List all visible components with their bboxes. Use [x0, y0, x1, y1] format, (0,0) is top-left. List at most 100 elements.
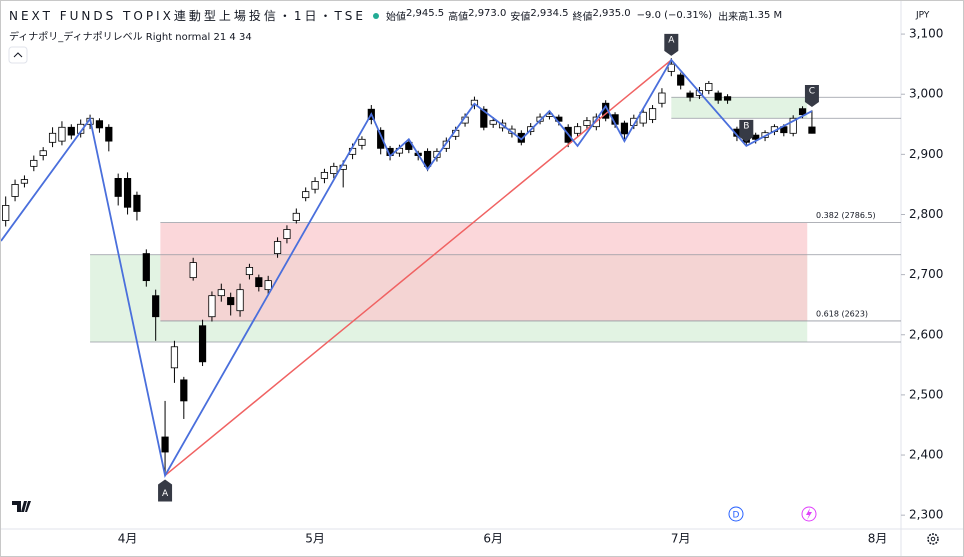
volume-label: 出来高 — [718, 12, 749, 23]
candle-body — [723, 96, 732, 101]
candle-body — [142, 253, 150, 282]
ohlc-value: 2,973.0 — [468, 8, 507, 19]
x-tick-label: 5月 — [305, 532, 325, 546]
pivot-tag — [158, 479, 173, 502]
candle-body — [639, 111, 647, 124]
candle-body — [583, 120, 591, 126]
candle-body — [677, 74, 685, 86]
zones — [90, 97, 808, 342]
candle-body — [189, 262, 197, 279]
x-tick-label: 7月 — [671, 532, 691, 546]
candle-body — [808, 126, 816, 134]
zone — [160, 222, 808, 321]
candle-body — [217, 289, 225, 297]
swing-line — [164, 59, 672, 477]
settings-button[interactable] — [927, 533, 939, 545]
candle-body — [114, 178, 122, 197]
collapse-button[interactable] — [8, 46, 28, 64]
candle-body — [292, 212, 300, 221]
fib-level-label: 0.382 (2786.5) — [816, 211, 876, 220]
y-tick-label: 3,000 — [909, 87, 943, 101]
pivot-tag — [664, 33, 679, 56]
candle-body — [358, 138, 366, 146]
axes: 2,300 2,400 2,500 2,600 2,700 2,800 2,900 3,000… — [118, 27, 944, 546]
candle-body — [39, 150, 47, 156]
candle-body — [658, 92, 666, 104]
candle-body — [273, 241, 282, 254]
candle-body — [170, 346, 179, 369]
candle-body — [123, 178, 132, 208]
pivot-label: A — [668, 35, 675, 45]
candle-body — [705, 82, 713, 92]
y-tick-label: 2,800 — [909, 207, 943, 221]
candle-body — [789, 117, 797, 134]
pivot-label: C — [809, 87, 815, 97]
ohlc-values: 始値 2,945.5 高値 2,973.0 安値 2,934.5 終値 2,935.0 — [386, 8, 631, 23]
candle-body — [58, 126, 66, 142]
pivot-label: B — [743, 121, 749, 131]
candle-body — [48, 132, 57, 143]
pivot-tag — [739, 119, 754, 142]
y-tick-label: 2,500 — [909, 387, 943, 401]
candle-body — [283, 229, 291, 239]
logo — [12, 501, 31, 512]
fib-level-label: 0.618 (2623) — [816, 309, 868, 318]
candle-body — [264, 280, 272, 291]
candle-body — [377, 129, 385, 149]
ohlc-label: 終値 — [572, 12, 593, 23]
y-tick-label: 2,900 — [909, 147, 943, 161]
candle-body — [105, 126, 113, 142]
candle-body — [95, 120, 104, 129]
volume: 1.35 M — [748, 10, 783, 21]
ohlc-label: 始値 — [385, 12, 406, 23]
candle-body — [245, 267, 254, 276]
x-tick-label: 6月 — [483, 532, 503, 546]
currency-label: JPY — [915, 11, 930, 21]
ohlc-label: 高値 — [448, 12, 469, 23]
candle-body — [686, 92, 694, 98]
candle-body — [30, 159, 38, 167]
candle-body — [489, 120, 497, 125]
candle-body — [798, 108, 807, 116]
candle-body — [320, 171, 329, 179]
candle-body — [480, 108, 488, 128]
candle-body — [714, 92, 722, 101]
candle-body — [667, 63, 675, 72]
candle-body — [67, 126, 75, 136]
candle-body — [573, 126, 582, 134]
dividend-marker[interactable] — [728, 506, 744, 522]
y-tick-label: 2,300 — [909, 508, 943, 522]
overlays: A A B C — [1, 33, 819, 502]
ohlc-value: 2,934.5 — [530, 8, 569, 19]
y-tick-label: 2,400 — [909, 448, 943, 462]
x-tick-label: 4月 — [118, 532, 138, 546]
candle-body — [180, 379, 188, 402]
candle-body — [752, 134, 760, 140]
change: −9.0 (−0.31%) — [636, 10, 713, 21]
symbol-title: NEXT FUNDS TOPIX連動型上場投信・1日・TSE — [9, 9, 366, 23]
level-lines: 0.382 (2786.5) 0.618 (2623) — [90, 96, 901, 343]
x-tick-label: 8月 — [868, 532, 888, 546]
candle-body — [255, 277, 263, 288]
ohlc-label: 安値 — [510, 12, 531, 23]
candle-body — [227, 297, 235, 306]
candle-body — [161, 436, 169, 453]
collapse-icon — [13, 52, 23, 58]
candle-body — [302, 191, 310, 199]
candle-body — [152, 295, 160, 318]
status-dot — [372, 12, 379, 19]
candle-body — [620, 122, 629, 135]
y-tick-label: 2,700 — [909, 267, 943, 281]
candle-body — [423, 150, 432, 167]
candle-body — [20, 179, 29, 184]
y-tick-label: 2,600 — [909, 327, 943, 341]
candle-body — [236, 289, 244, 312]
candle-body — [198, 325, 207, 363]
legend-header: NEXT FUNDS TOPIX連動型上場投信・1日・TSE 始値 2,945.5… — [9, 7, 782, 24]
event-icon — [806, 508, 812, 520]
candles — [2, 58, 816, 477]
y-tick-label: 3,100 — [909, 27, 943, 41]
candle-body — [330, 165, 338, 174]
